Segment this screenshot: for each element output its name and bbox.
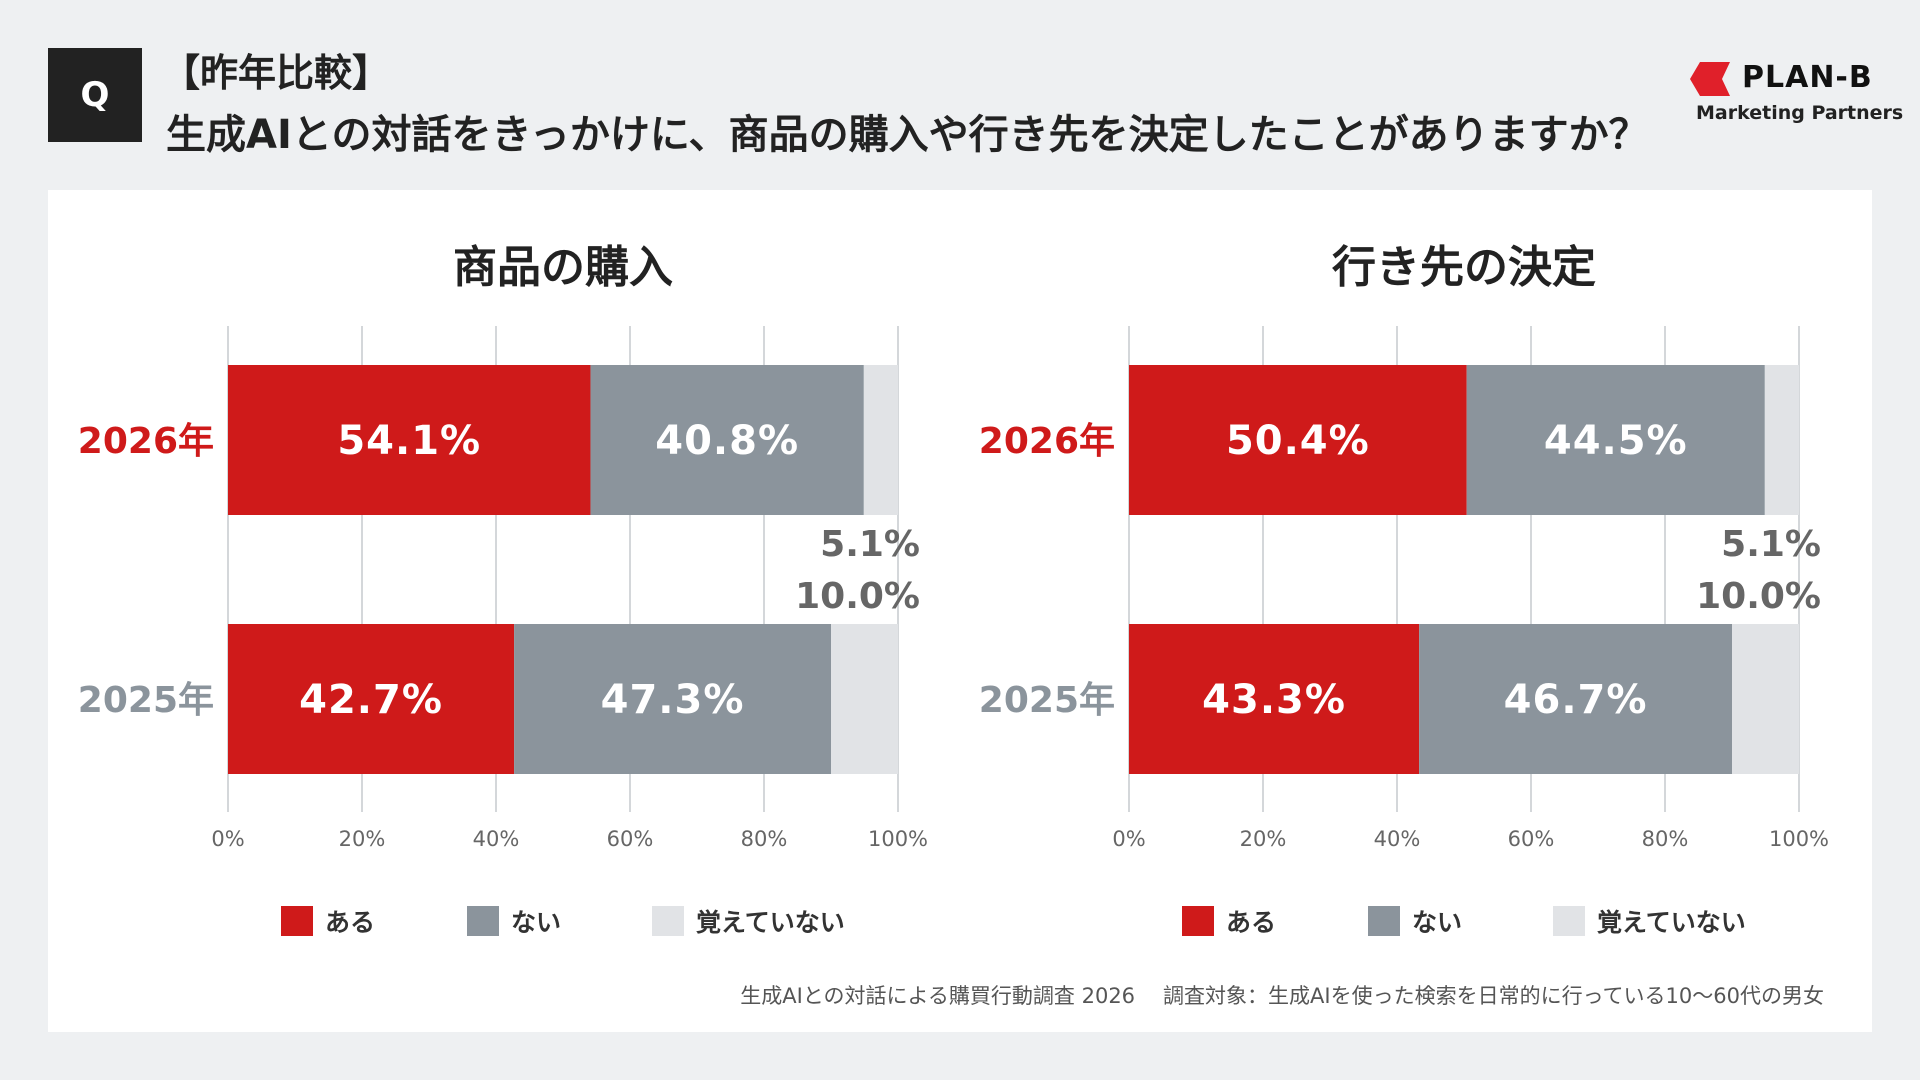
chart-2-data-label: 44.5% xyxy=(1544,418,1688,464)
chart-1-bar-nai xyxy=(590,365,864,515)
chart-1-category-label: 2026年 xyxy=(78,421,214,462)
chart-1-bar-oboete xyxy=(863,365,898,515)
chart-1-data-label: 54.1% xyxy=(337,418,481,464)
plan-b-logo-icon xyxy=(1690,62,1730,96)
chart-1-legend-swatch-aru xyxy=(281,906,313,936)
chart-2-data-label: 10.0% xyxy=(1696,576,1821,617)
chart-1-legend-label: 覚えていない xyxy=(696,908,845,937)
chart-2-bar-aru xyxy=(1129,624,1420,774)
page-title: 生成AIとの対話をきっかけに、商品の購入や行き先を決定したことがありますか？ xyxy=(166,112,1649,158)
chart-1-legend-label: ない xyxy=(511,908,561,937)
chart-1-tick-label: 80% xyxy=(741,827,788,851)
footer-survey: 生成AIとの対話による購買行動調査 2026 xyxy=(740,984,1136,1008)
chart-2-category-label: 2025年 xyxy=(979,680,1115,721)
chart-1-data-label: 40.8% xyxy=(655,418,799,464)
chart-1-legend-swatch-oboete xyxy=(652,906,684,936)
chart-2-legend-swatch-oboete xyxy=(1553,906,1585,936)
chart-1-data-label: 47.3% xyxy=(601,677,745,723)
chart-1-data-label: 5.1% xyxy=(820,524,920,565)
chart-2-tick-label: 40% xyxy=(1374,827,1421,851)
chart-2-legend-label: ある xyxy=(1226,908,1276,937)
chart-1-title: 商品の購入 xyxy=(453,242,673,293)
footer-note: 生成AIとの対話による購買行動調査 2026 調査対象：生成AIを使った検索を日常… xyxy=(48,980,1824,1010)
chart-2-bar-aru xyxy=(1129,365,1467,515)
chart-1-tick-label: 100% xyxy=(868,827,928,851)
chart-1-bar-aru xyxy=(228,365,591,515)
chart-1-tick-label: 0% xyxy=(211,827,244,851)
chart-2-tick-label: 80% xyxy=(1642,827,1689,851)
chart-2-title: 行き先の決定 xyxy=(1332,242,1596,293)
chart-2-data-label: 43.3% xyxy=(1202,677,1346,723)
chart-1-tick-label: 20% xyxy=(339,827,386,851)
logo-tagline: Marketing Partners xyxy=(1696,102,1904,124)
chart-2-bar-nai xyxy=(1419,624,1732,774)
chart-1-tick-label: 40% xyxy=(473,827,520,851)
chart-2-data-label: 50.4% xyxy=(1226,418,1370,464)
chart-panel: 商品の購入 0% 20% 40% 60% 80% 100% 2026年 54.1% 40.8% 20… xyxy=(48,190,1872,1032)
chart-2-bar-nai xyxy=(1466,365,1765,515)
chart-2-data-label: 5.1% xyxy=(1721,524,1821,565)
chart-1-legend-swatch-nai xyxy=(467,906,499,936)
chart-2-legend-label: ない xyxy=(1412,908,1462,937)
logo-name: PLAN-B xyxy=(1742,60,1873,95)
chart-2-data-label: 46.7% xyxy=(1504,677,1648,723)
chart-1-bar-aru xyxy=(228,624,515,774)
chart-1-data-label: 42.7% xyxy=(299,677,443,723)
chart-2-tick-label: 100% xyxy=(1769,827,1829,851)
chart-1-category-label: 2025年 xyxy=(78,680,214,721)
question-badge: Q xyxy=(48,48,142,142)
brand-logo: PLAN-B Marketing Partners xyxy=(1690,60,1903,130)
chart-1-data-label: 10.0% xyxy=(795,576,920,617)
chart-2-legend-swatch-aru xyxy=(1182,906,1214,936)
chart-1-bar-oboete xyxy=(831,624,898,774)
chart-2-legend-swatch-nai xyxy=(1368,906,1400,936)
page-subtitle: 【昨年比較】 xyxy=(162,51,391,95)
chart-2-bar-oboete xyxy=(1764,365,1799,515)
footer-target: 調査対象：生成AIを使った検索を日常的に行っている10〜60代の男女 xyxy=(1163,984,1824,1008)
chart-1-bar-nai xyxy=(514,624,831,774)
chart-2-tick-label: 20% xyxy=(1240,827,1287,851)
chart-2-bar-oboete xyxy=(1732,624,1799,774)
chart-2-tick-label: 0% xyxy=(1112,827,1145,851)
chart-2-legend-label: 覚えていない xyxy=(1597,908,1746,937)
chart-1-tick-label: 60% xyxy=(607,827,654,851)
chart-2-tick-label: 60% xyxy=(1508,827,1555,851)
chart-2-category-label: 2026年 xyxy=(979,421,1115,462)
chart-canvas: 商品の購入 0% 20% 40% 60% 80% 100% 2026年 54.1% 40.8% 20… xyxy=(78,242,1829,937)
chart-1-legend-label: ある xyxy=(325,908,375,937)
